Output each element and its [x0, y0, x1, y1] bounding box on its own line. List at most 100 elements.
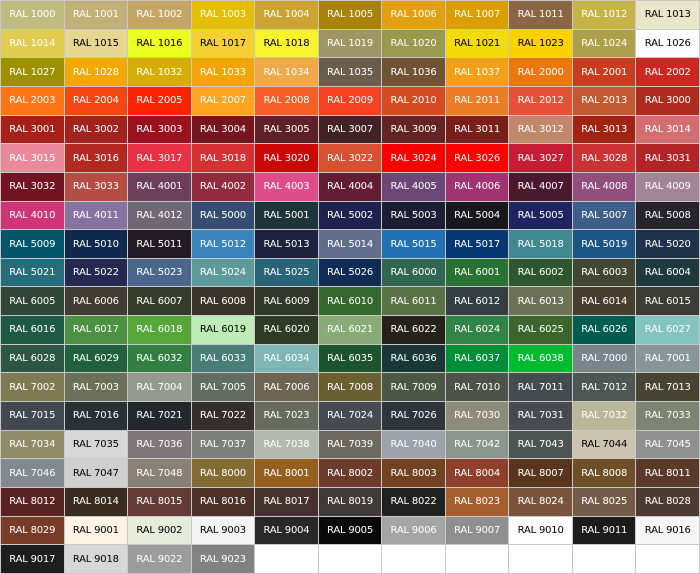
color-swatch: RAL 7031 [509, 402, 572, 430]
empty-cell [509, 545, 572, 573]
color-swatch: RAL 6015 [636, 287, 699, 316]
color-swatch: RAL 9011 [572, 516, 636, 545]
color-swatch: RAL 2010 [382, 86, 445, 115]
color-swatch: RAL 2001 [572, 58, 636, 86]
color-swatch: RAL 2012 [509, 86, 572, 115]
color-swatch: RAL 1033 [191, 58, 255, 86]
color-swatch: RAL 8022 [382, 488, 445, 516]
color-swatch: RAL 7003 [64, 373, 128, 402]
color-swatch: RAL 2009 [318, 86, 382, 115]
color-swatch: RAL 1012 [572, 1, 636, 29]
color-swatch: RAL 5014 [318, 230, 382, 258]
color-swatch: RAL 7048 [128, 459, 191, 488]
color-swatch: RAL 8001 [255, 459, 318, 488]
color-swatch: RAL 3013 [572, 115, 636, 144]
color-swatch: RAL 3009 [382, 115, 445, 144]
color-swatch: RAL 1007 [445, 1, 509, 29]
color-swatch: RAL 7037 [191, 430, 255, 459]
color-swatch: RAL 8014 [64, 488, 128, 516]
color-swatch: RAL 6020 [255, 316, 318, 344]
color-swatch: RAL 5011 [128, 230, 191, 258]
color-swatch: RAL 6004 [636, 258, 699, 287]
color-swatch: RAL 6008 [191, 287, 255, 316]
color-swatch: RAL 7030 [445, 402, 509, 430]
color-swatch: RAL 5013 [255, 230, 318, 258]
color-swatch: RAL 7024 [318, 402, 382, 430]
color-swatch: RAL 8016 [191, 488, 255, 516]
color-swatch: RAL 2005 [128, 86, 191, 115]
color-swatch: RAL 4011 [64, 201, 128, 230]
empty-cell [255, 545, 318, 573]
color-swatch: RAL 9001 [64, 516, 128, 545]
color-swatch: RAL 7042 [445, 430, 509, 459]
empty-cell [318, 545, 382, 573]
color-swatch: RAL 4004 [318, 172, 382, 201]
color-swatch: RAL 3031 [636, 144, 699, 172]
color-swatch: RAL 6027 [636, 316, 699, 344]
color-swatch: RAL 3002 [64, 115, 128, 144]
color-swatch: RAL 1014 [1, 29, 64, 58]
color-swatch: RAL 6038 [509, 344, 572, 373]
color-swatch: RAL 6019 [191, 316, 255, 344]
color-swatch: RAL 9002 [128, 516, 191, 545]
color-swatch: RAL 3033 [64, 172, 128, 201]
color-swatch: RAL 7039 [318, 430, 382, 459]
color-swatch: RAL 5012 [191, 230, 255, 258]
color-swatch: RAL 4010 [1, 201, 64, 230]
color-swatch: RAL 3028 [572, 144, 636, 172]
color-swatch: RAL 6025 [509, 316, 572, 344]
color-swatch: RAL 1015 [64, 29, 128, 58]
color-swatch: RAL 6034 [255, 344, 318, 373]
color-swatch: RAL 1018 [255, 29, 318, 58]
color-swatch: RAL 6011 [382, 287, 445, 316]
color-swatch: RAL 4012 [128, 201, 191, 230]
color-swatch: RAL 7005 [191, 373, 255, 402]
color-swatch: RAL 8011 [636, 459, 699, 488]
color-swatch: RAL 2003 [1, 86, 64, 115]
color-swatch: RAL 7036 [128, 430, 191, 459]
color-swatch: RAL 8024 [509, 488, 572, 516]
color-swatch: RAL 7001 [636, 344, 699, 373]
color-swatch: RAL 7044 [572, 430, 636, 459]
color-swatch: RAL 6033 [191, 344, 255, 373]
color-swatch: RAL 7033 [636, 402, 699, 430]
color-swatch: RAL 5017 [445, 230, 509, 258]
color-swatch: RAL 2004 [64, 86, 128, 115]
color-swatch: RAL 3005 [255, 115, 318, 144]
color-swatch: RAL 8007 [509, 459, 572, 488]
color-swatch: RAL 8017 [255, 488, 318, 516]
color-swatch: RAL 5003 [382, 201, 445, 230]
color-swatch: RAL 4008 [572, 172, 636, 201]
color-swatch: RAL 3004 [191, 115, 255, 144]
color-swatch: RAL 8002 [318, 459, 382, 488]
color-swatch: RAL 9007 [445, 516, 509, 545]
color-swatch: RAL 7009 [382, 373, 445, 402]
color-swatch: RAL 1028 [64, 58, 128, 86]
color-swatch: RAL 5022 [64, 258, 128, 287]
color-swatch: RAL 5005 [509, 201, 572, 230]
color-swatch: RAL 7013 [636, 373, 699, 402]
color-swatch: RAL 6017 [64, 316, 128, 344]
color-swatch: RAL 3018 [191, 144, 255, 172]
color-swatch: RAL 6009 [255, 287, 318, 316]
color-swatch: RAL 3012 [509, 115, 572, 144]
color-swatch: RAL 3001 [1, 115, 64, 144]
color-swatch: RAL 6036 [382, 344, 445, 373]
color-swatch: RAL 9006 [382, 516, 445, 545]
color-swatch: RAL 4003 [255, 172, 318, 201]
color-swatch: RAL 8025 [572, 488, 636, 516]
color-swatch: RAL 1005 [318, 1, 382, 29]
color-swatch: RAL 7045 [636, 430, 699, 459]
color-swatch: RAL 7016 [64, 402, 128, 430]
color-swatch: RAL 6002 [509, 258, 572, 287]
color-swatch: RAL 2013 [572, 86, 636, 115]
color-swatch: RAL 4007 [509, 172, 572, 201]
color-swatch: RAL 8029 [1, 516, 64, 545]
color-swatch: RAL 6037 [445, 344, 509, 373]
color-swatch: RAL 3027 [509, 144, 572, 172]
color-swatch: RAL 4002 [191, 172, 255, 201]
color-swatch: RAL 6029 [64, 344, 128, 373]
color-swatch: RAL 3007 [318, 115, 382, 144]
color-swatch: RAL 3015 [1, 144, 64, 172]
color-swatch: RAL 3020 [255, 144, 318, 172]
